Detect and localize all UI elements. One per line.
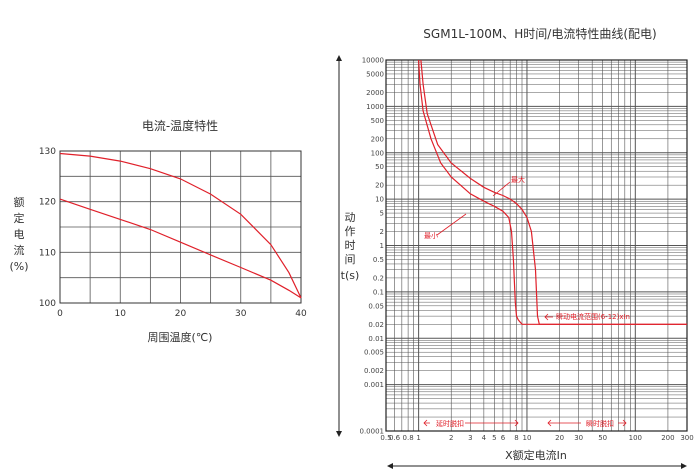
left-series-line-1 [59, 152, 302, 299]
right-ticks: 0.50.6 0.8 1 2 3 4 5 6 8 10 20 30 50 100 200 3001000050… [360, 57, 694, 443]
right-x-tick-label: 1 [416, 434, 420, 442]
right-series-line-1 [420, 59, 687, 325]
right-y-tick-label: 2 [380, 228, 384, 236]
right-y-tick-label: 0.01 [368, 335, 384, 343]
instant-range-label: 瞬动电流范围(6-12)xIn [556, 312, 630, 321]
right-x-tick-label: 20 [555, 434, 564, 442]
left-y-label-char: 流 [14, 243, 25, 257]
right-x-tick-label: 0.8 [403, 434, 414, 442]
left-x-tick-label: 20 [175, 309, 187, 319]
right-y-tick-label: 0.02 [368, 321, 384, 329]
right-series-line-2 [418, 59, 687, 325]
right-y-tick-label: 0.002 [364, 367, 384, 375]
right-y-tick-label: 0.1 [373, 288, 384, 296]
right-x-tick-label: 300 [680, 434, 693, 442]
left-x-tick-label: 40 [295, 309, 307, 319]
right-grid [385, 59, 688, 432]
left-series-line-2 [59, 198, 302, 299]
right-y-tick-label: 0.2 [373, 274, 384, 282]
delay-trip-arrow-right [465, 419, 519, 427]
right-series [418, 59, 687, 325]
left-x-tick-label: 10 [115, 309, 127, 319]
left-chart: 0 10 20 30 40 100 110 120 130 电流-温度特性 周围温度(℃) 额定… [9, 118, 307, 344]
delay-trip-arrow-left [423, 419, 430, 427]
right-y-label-unit: t(s) [341, 269, 360, 282]
right-x-tick-label: 6 [501, 434, 506, 442]
right-y-tick-label: 0.001 [364, 381, 384, 389]
left-ticks: 0 10 20 30 40 100 110 120 130 [39, 147, 307, 319]
right-x-tick-label: 10 [522, 434, 531, 442]
right-chart: 0.50.6 0.8 1 2 3 4 5 6 8 10 20 30 50 100 200 3001000050… [336, 26, 694, 469]
right-x-tick-label: 2 [449, 434, 453, 442]
left-y-tick-label: 130 [39, 147, 56, 157]
right-y-tick-label: 500 [371, 117, 384, 125]
left-series [59, 152, 302, 299]
left-y-tick-label: 120 [39, 198, 56, 208]
x-axis-arrowhead-right [681, 463, 687, 469]
right-y-tick-label: 20 [375, 182, 384, 190]
right-x-tick-label: 30 [574, 434, 583, 442]
right-y-tick-label: 10000 [362, 57, 384, 65]
right-x-axis-label: X额定电流In [505, 448, 567, 462]
right-axis-arrows [336, 55, 687, 469]
right-y-tick-label: 0.0001 [360, 428, 385, 436]
right-x-tick-label: 0.6 [389, 434, 401, 442]
left-y-tick-label: 100 [39, 299, 56, 309]
right-x-tick-label: 3 [468, 434, 472, 442]
left-plot-frame [59, 150, 302, 304]
right-y-tick-label: 1 [380, 242, 384, 250]
delay-trip-label: 延时脱扣 [436, 419, 464, 428]
right-y-label-char: 动 [345, 211, 356, 224]
right-y-tick-label: 100 [371, 149, 384, 157]
left-y-label-char: 定 [14, 211, 25, 225]
right-plot-frame [385, 59, 688, 432]
right-y-tick-label: 1000 [366, 103, 384, 111]
left-chart-title: 电流-温度特性 [142, 118, 218, 133]
left-y-label-char: 额 [14, 196, 25, 209]
left-x-tick-label: 30 [235, 309, 247, 319]
right-x-tick-label: 0.5 [380, 434, 391, 442]
max-label: 最大 [511, 175, 525, 184]
x-axis-arrowhead-left [387, 463, 393, 469]
right-x-tick-label: 8 [514, 434, 518, 442]
y-axis-arrowhead-up [336, 55, 342, 61]
right-chart-title: SGM1L-100M、H时间/电流特性曲线(配电) [423, 26, 656, 41]
right-y-label-char: 间 [345, 253, 356, 266]
instant-trip-label: 瞬时脱扣 [586, 419, 614, 428]
right-y-tick-label: 0.05 [368, 302, 384, 310]
right-y-tick-label: 5000 [366, 70, 384, 78]
right-x-tick-label: 200 [661, 434, 674, 442]
left-y-tick-label: 110 [39, 248, 56, 258]
right-y-tick-label: 200 [371, 135, 384, 143]
max-leader-line [492, 181, 511, 197]
left-y-axis-label: 额定电流 (%) [9, 196, 28, 273]
right-y-tick-label: 0.005 [364, 349, 384, 357]
instant-range-arrow [544, 313, 553, 321]
right-y-label-char: 作 [345, 225, 356, 238]
right-x-tick-label: 5 [492, 434, 496, 442]
left-y-label-char: (%) [9, 260, 28, 273]
left-x-tick-label: 0 [57, 309, 63, 319]
y-axis-arrowhead-down [336, 431, 342, 437]
right-y-tick-label: 50 [375, 163, 384, 171]
right-x-tick-label: 50 [598, 434, 607, 442]
left-y-label-char: 电 [14, 228, 25, 241]
right-x-tick-label: 4 [482, 434, 487, 442]
min-label: 最小 [424, 231, 438, 240]
right-y-tick-label: 2000 [366, 89, 384, 97]
left-grid [59, 150, 302, 304]
right-y-label-char: 时 [345, 239, 356, 252]
min-leader-line [436, 213, 467, 236]
right-y-tick-label: 0.5 [373, 256, 384, 264]
instant-trip-arrow-left [547, 419, 581, 427]
instant-trip-arrow-right [618, 419, 627, 427]
right-y-tick-label: 10 [375, 196, 384, 204]
right-y-tick-label: 5 [380, 210, 384, 218]
left-x-axis-label: 周围温度(℃) [148, 330, 213, 344]
right-x-tick-label: 100 [629, 434, 642, 442]
